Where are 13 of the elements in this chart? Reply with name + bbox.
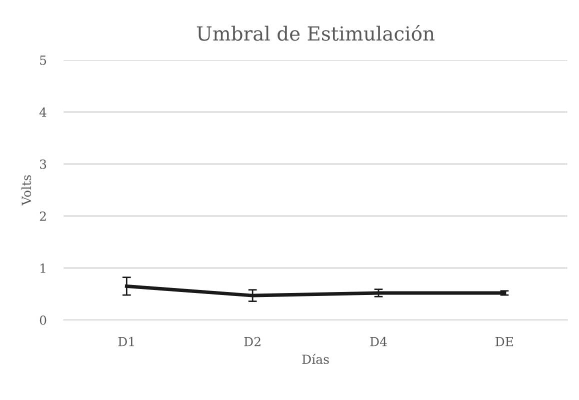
y-tick-label: 2 bbox=[40, 211, 46, 221]
y-tick-label: 0 bbox=[40, 315, 46, 325]
x-tick-label: D1 bbox=[118, 336, 134, 346]
y-tick-label: 1 bbox=[40, 263, 46, 273]
y-tick-label: 5 bbox=[40, 56, 46, 65]
x-tick-label: DE bbox=[496, 337, 514, 346]
y-axis-title: Volts bbox=[21, 175, 32, 206]
x-tick-label: D4 bbox=[370, 336, 387, 346]
y-tick-label: 3 bbox=[40, 159, 46, 169]
y-tick-label: 4 bbox=[39, 107, 46, 117]
x-tick-label: D2 bbox=[244, 336, 260, 346]
chart-title: Umbral de Estimulación bbox=[196, 25, 435, 41]
x-axis-title: Días bbox=[302, 354, 329, 364]
